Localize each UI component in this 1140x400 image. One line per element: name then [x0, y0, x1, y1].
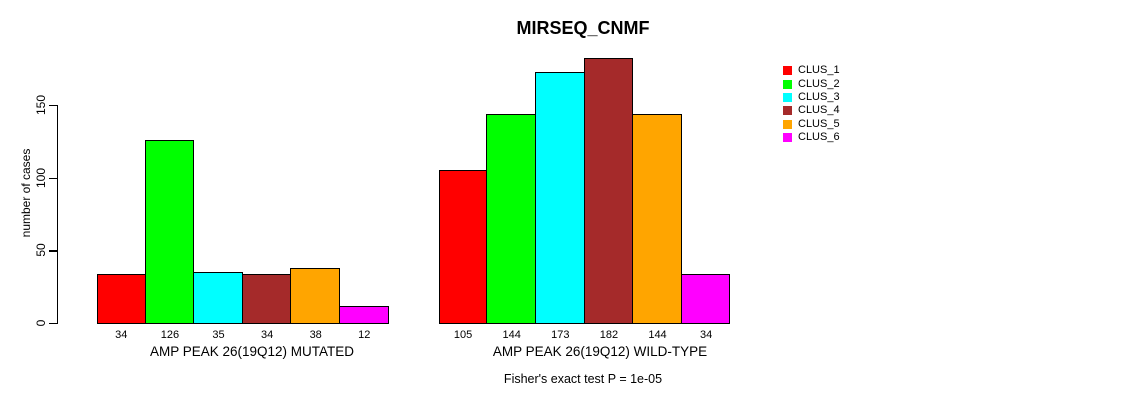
- bar-clus_2: [486, 113, 536, 324]
- y-tick-label: 100: [34, 167, 48, 188]
- legend-item-clus_1: CLUS_1: [783, 64, 840, 77]
- bar-value-label: 35: [212, 329, 225, 341]
- bar-clus_6: [680, 273, 731, 324]
- bar-value-label: 105: [453, 329, 473, 341]
- y-axis-title: number of cases: [19, 148, 33, 238]
- legend-swatch-icon: [783, 119, 792, 129]
- bar-clus_5: [632, 113, 682, 324]
- y-tick: [49, 323, 57, 325]
- legend-item-clus_3: CLUS_3: [783, 91, 840, 104]
- legend-item-label: CLUS_2: [798, 77, 840, 90]
- y-axis-line: [57, 104, 59, 324]
- group-label: AMP PEAK 26(19Q12) WILD-TYPE: [492, 343, 708, 359]
- y-tick: [49, 105, 57, 107]
- y-tick-label: 150: [34, 94, 48, 116]
- bar-clus_1: [438, 170, 488, 324]
- y-tick: [49, 177, 57, 179]
- bar-clus_3: [535, 71, 585, 324]
- group-label: AMP PEAK 26(19Q12) MUTATED: [149, 343, 355, 359]
- bar-clus_4: [241, 273, 292, 324]
- y-tick: [49, 250, 57, 252]
- legend-swatch-icon: [783, 106, 792, 116]
- legend-item-label: CLUS_4: [798, 104, 840, 117]
- bar-value-label: 38: [309, 329, 322, 341]
- bar-clus_3: [193, 272, 243, 324]
- bar-value-label: 126: [160, 329, 180, 341]
- legend-item-clus_6: CLUS_6: [783, 131, 840, 144]
- bar-value-label: 34: [260, 329, 274, 341]
- chart-title: MIRSEQ_CNMF: [516, 18, 650, 38]
- y-tick-label: 50: [34, 243, 48, 258]
- legend-swatch-icon: [783, 79, 792, 89]
- legend-swatch-icon: [783, 66, 792, 76]
- legend-item-label: CLUS_5: [798, 117, 840, 130]
- bar-value-label: 12: [358, 329, 371, 341]
- legend: CLUS_1 CLUS_2 CLUS_3 CLUS_4 CLUS_5 CLUS_6: [783, 64, 840, 144]
- bar-clus_1: [97, 273, 146, 324]
- bar-value-label: 182: [599, 329, 619, 341]
- legend-item-clus_4: CLUS_4: [783, 104, 840, 117]
- legend-item-clus_2: CLUS_2: [783, 77, 840, 90]
- bar-value-label: 34: [699, 329, 713, 341]
- fisher-test-caption: Fisher's exact test P = 1e-05: [503, 372, 663, 386]
- legend-swatch-icon: [783, 92, 792, 102]
- legend-item-label: CLUS_6: [798, 131, 840, 144]
- legend-item-clus_5: CLUS_5: [783, 118, 840, 131]
- bar-value-label: 144: [648, 329, 667, 341]
- legend-swatch-icon: [783, 133, 792, 143]
- legend-item-label: CLUS_1: [798, 64, 840, 77]
- bar-value-label: 173: [551, 329, 570, 341]
- legend-item-label: CLUS_3: [798, 90, 840, 103]
- bar-value-label: 34: [115, 329, 128, 341]
- y-tick-label: 0: [34, 319, 48, 327]
- bar-value-label: 144: [502, 329, 521, 341]
- bar-clus_4: [583, 58, 634, 324]
- bar-clus_6: [339, 305, 389, 324]
- bar-clus_2: [144, 139, 195, 324]
- bar-clus_5: [290, 267, 340, 324]
